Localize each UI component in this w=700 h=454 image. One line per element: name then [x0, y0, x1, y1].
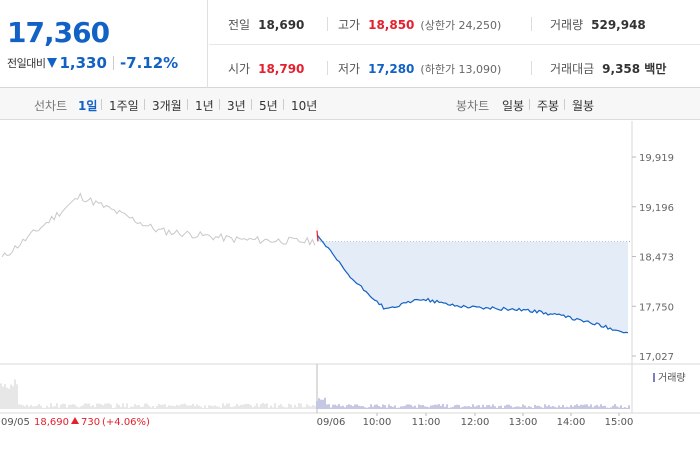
prev-change-pct: (+4.06%): [102, 417, 150, 428]
today-area-fill: [317, 234, 628, 333]
price-box: 17,360 전일대비 1,330 -7.12%: [0, 0, 208, 88]
divider: [144, 99, 145, 110]
x-axis-label: 15:00: [605, 417, 634, 428]
stat-value: 9,358 백만: [602, 62, 667, 76]
x-axis-label: 14:00: [557, 417, 586, 428]
divider: [112, 56, 114, 70]
period-bar: 선차트 1일 1주일 3개월 1년 3년 5년 10년 봉차트 일봉 주봉 월봉: [0, 88, 700, 120]
y-tick-label: 17,027: [639, 352, 674, 363]
x-axis-label: 09/06: [317, 417, 346, 428]
change-label: 전일대비: [7, 57, 46, 70]
divider: [327, 17, 328, 31]
stat-prev: 전일 18,690: [228, 16, 304, 33]
stat-label: 전일: [228, 18, 251, 32]
divider: [531, 61, 532, 75]
stat-label: 저가: [338, 62, 361, 76]
price-chart[interactable]: 19,919 19,196 18,473 17,750 17,027 거래량 09/05 18…: [0, 121, 700, 450]
stat-volume: 거래량 529,948: [550, 16, 646, 33]
stat-value: 18,690: [258, 18, 305, 32]
candle-chart-label: 봉차트: [456, 99, 490, 113]
prev-close-value: 18,690: [34, 417, 69, 428]
divider: [564, 99, 565, 110]
y-tick-label: 17,750: [639, 302, 674, 313]
stat-high: 고가 18,850 (상한가 24,250): [338, 16, 501, 33]
stat-label: 시가: [228, 62, 251, 76]
x-axis-label: 12:00: [461, 417, 490, 428]
candle-weekly[interactable]: 주봉: [537, 99, 560, 113]
prev-change-value: 730: [81, 417, 100, 428]
x-axis-label: 10:00: [363, 417, 392, 428]
period-1w[interactable]: 1주일: [109, 99, 139, 113]
y-tick-label: 18,473: [639, 253, 674, 264]
divider: [219, 99, 220, 110]
x-axis-label: 13:00: [509, 417, 538, 428]
prev-day-line: [1, 192, 316, 258]
x-axis-label: 11:00: [412, 417, 441, 428]
volume-legend-label: 거래량: [658, 372, 686, 384]
divider: [283, 99, 284, 110]
current-price: 17,360: [7, 16, 110, 49]
period-3y[interactable]: 3년: [227, 99, 246, 113]
open-tick: [316, 230, 319, 241]
divider: [529, 99, 530, 110]
y-tick-label: 19,919: [639, 153, 674, 164]
change-row: 전일대비 1,330 -7.12%: [7, 54, 178, 72]
x-label-prev-date: 09/05: [1, 417, 30, 428]
stat-open: 시가 18,790: [228, 60, 304, 77]
period-3m[interactable]: 3개월: [152, 99, 182, 113]
stat-sub: (하한가 13,090): [420, 63, 502, 76]
candle-daily[interactable]: 일봉: [502, 99, 525, 113]
period-1y[interactable]: 1년: [195, 99, 214, 113]
stat-value: 18,850: [368, 18, 415, 32]
up-arrow-icon: [71, 417, 79, 424]
stat-sub: (상한가 24,250): [420, 19, 502, 32]
stat-value: 529,948: [591, 18, 646, 32]
divider: [327, 61, 328, 75]
change-value: 1,330: [59, 54, 107, 72]
quote-header: 17,360 전일대비 1,330 -7.12% 전일 18,690 고가 18…: [0, 0, 700, 88]
period-1d[interactable]: 1일: [78, 99, 98, 113]
divider: [187, 99, 188, 110]
chart-svg: 19,919 19,196 18,473 17,750 17,027 거래량 09/05 18…: [0, 121, 700, 428]
divider: [251, 99, 252, 110]
period-5y[interactable]: 5년: [259, 99, 278, 113]
stat-label: 거래대금: [550, 62, 595, 76]
down-arrow-icon: [47, 58, 58, 68]
stat-label: 고가: [338, 18, 361, 32]
period-10y[interactable]: 10년: [291, 99, 318, 113]
divider: [531, 17, 532, 31]
line-chart-label: 선차트: [34, 99, 68, 113]
stat-amount: 거래대금 9,358 백만: [550, 60, 666, 77]
stat-low: 저가 17,280 (하한가 13,090): [338, 60, 501, 77]
change-percent: -7.12%: [119, 54, 179, 72]
volume-legend-swatch: [653, 373, 655, 382]
today-price-line: [316, 234, 629, 334]
stat-label: 거래량: [550, 18, 584, 32]
stat-value: 18,790: [258, 62, 305, 76]
divider: [101, 99, 102, 110]
stat-value: 17,280: [368, 62, 415, 76]
candle-monthly[interactable]: 월봉: [572, 99, 595, 113]
y-tick-label: 19,196: [639, 203, 674, 214]
divider: [209, 44, 700, 45]
